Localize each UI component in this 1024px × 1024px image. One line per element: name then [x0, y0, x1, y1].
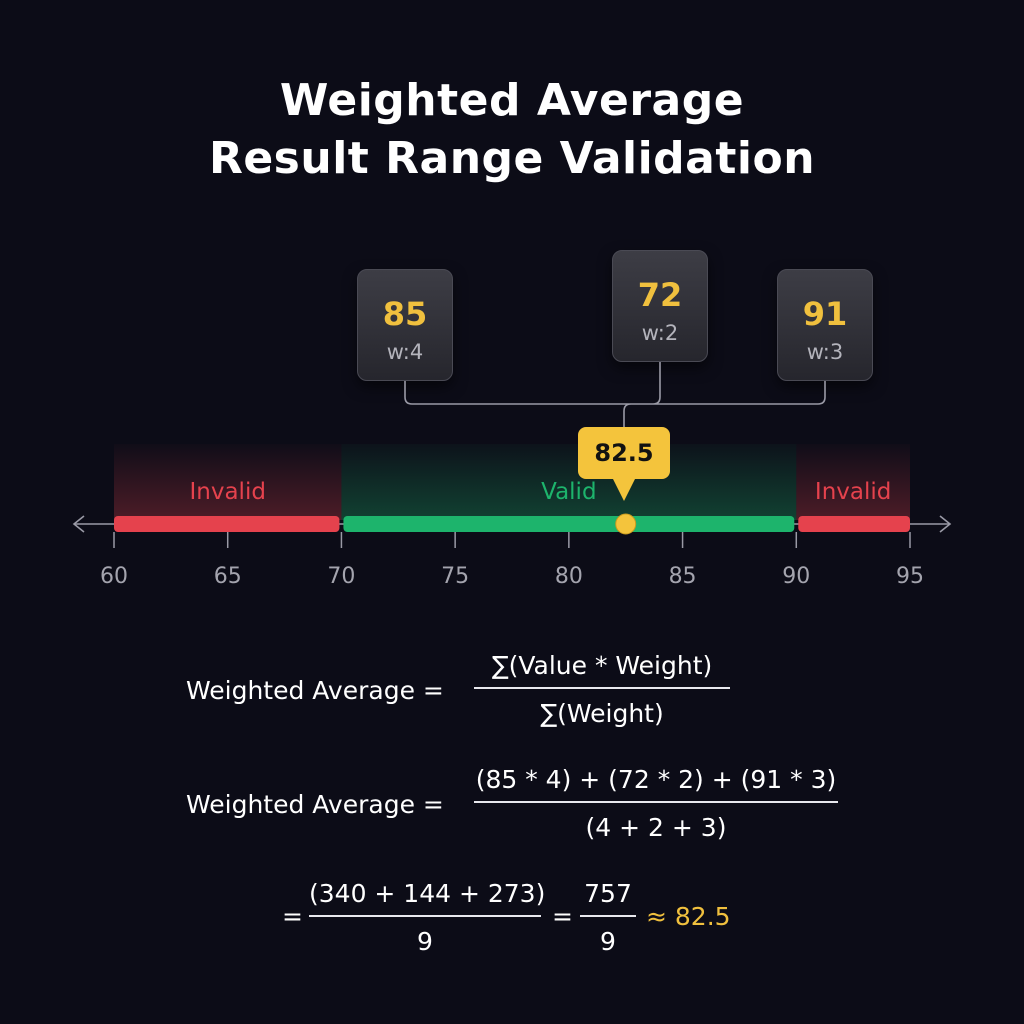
fraction-bar — [309, 915, 541, 917]
formula-2-denominator: (4 + 2 + 3) — [585, 813, 727, 842]
formula-2-fraction: (85 * 4) + (72 * 2) + (91 * 3) (4 + 2 + … — [474, 763, 838, 845]
formula-3-denominator-1: 9 — [417, 927, 433, 956]
input-weight: w:3 — [806, 340, 844, 364]
input-card-1: 85 w:4 — [357, 269, 453, 381]
axis-arrow-right — [939, 515, 952, 533]
formula-3-numerator-2: 757 — [584, 879, 632, 908]
tick-label-60: 60 — [100, 564, 128, 589]
title-line-1: Weighted Average — [279, 75, 745, 126]
input-weight: w:2 — [641, 321, 679, 345]
zone-label-2: Invalid — [815, 479, 891, 505]
zone-band-1 — [341, 444, 797, 520]
zone-label-0: Invalid — [189, 479, 265, 505]
input-value: 72 — [637, 276, 683, 314]
title-line-2: Result Range Validation — [208, 133, 816, 184]
formula-2-numerator: (85 * 4) + (72 * 2) + (91 * 3) — [475, 765, 837, 794]
zone-bar-0 — [114, 516, 340, 532]
tick-label-95: 95 — [896, 564, 924, 589]
formula-1-numerator: ∑(Value * Weight) — [491, 651, 713, 680]
input-value: 85 — [382, 295, 428, 333]
input-card-2: 72 w:2 — [612, 250, 708, 362]
axis-arrow-left — [72, 515, 85, 533]
number-line: Invalid Valid Invalid 60 65 70 75 80 85 90 95 — [72, 362, 952, 589]
formula-3-fraction-1: (340 + 144 + 273) 9 — [309, 877, 546, 959]
tick-label-70: 70 — [327, 564, 355, 589]
input-card-3: 91 w:3 — [777, 269, 873, 381]
formula-3-equals: = — [282, 902, 303, 931]
tick-label-90: 90 — [782, 564, 810, 589]
formula-3-equals-2: = — [552, 902, 573, 931]
formula-3-numerator-1: (340 + 144 + 273) — [309, 879, 546, 908]
fraction-bar — [474, 687, 730, 689]
connector-lines — [404, 362, 826, 428]
fraction-bar — [580, 915, 636, 917]
formula-1-fraction: ∑(Value * Weight) ∑(Weight) — [474, 649, 730, 731]
tick-label-75: 75 — [441, 564, 469, 589]
input-weight: w:4 — [386, 340, 424, 364]
result-marker — [615, 513, 637, 535]
zone-bar-1 — [343, 516, 795, 532]
formula-3-denominator-2: 9 — [600, 927, 616, 956]
page-title: Weighted Average Result Range Validation — [0, 72, 1024, 188]
zone-band-0 — [114, 444, 342, 520]
zone-band-2 — [796, 444, 910, 520]
tick-label-80: 80 — [555, 564, 583, 589]
formula-1-label: Weighted Average = — [186, 676, 444, 705]
zone-bar-2 — [798, 516, 910, 532]
fraction-bar — [474, 801, 838, 803]
formula-3-fraction-2: 757 9 — [580, 877, 636, 959]
zone-label-1: Valid — [541, 479, 596, 505]
tick-label-85: 85 — [669, 564, 697, 589]
tick-label-65: 65 — [214, 564, 242, 589]
input-value: 91 — [802, 295, 848, 333]
formula-2-label: Weighted Average = — [186, 790, 444, 819]
formula-3-approx-result: ≈ 82.5 — [646, 902, 731, 931]
formula-1-denominator: ∑(Weight) — [540, 699, 664, 728]
result-badge: 82.5 — [578, 427, 670, 501]
